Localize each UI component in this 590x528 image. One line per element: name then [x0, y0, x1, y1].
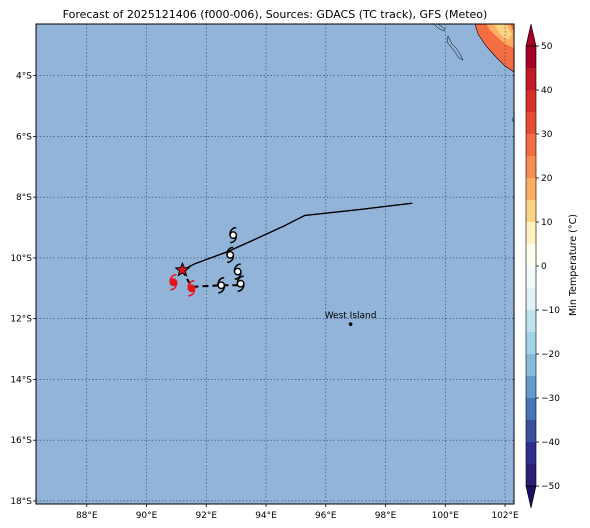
lat-tick-label: 16°S: [10, 436, 32, 446]
lon-tick-label: 94°E: [255, 511, 277, 521]
colorbar-tick-label: 50: [541, 42, 553, 52]
lat-tick-label: 18°S: [10, 497, 32, 507]
sumatra-coastline: [474, 24, 514, 73]
cyclone-icon: [226, 246, 235, 264]
colorbar: 50 40 30 20 10 0 −10 −20 −30 −40 −50 Min Temperatu…: [525, 23, 579, 509]
colorbar-band: [526, 90, 536, 113]
colorbar-extend-bottom: [525, 485, 537, 509]
colorbar-extend-top: [525, 23, 537, 47]
lon-tick-label: 88°E: [76, 511, 98, 521]
lat-tick-label: 8°S: [16, 193, 32, 203]
cyclone-icon: [229, 226, 238, 244]
colorbar-tick-label: 40: [541, 86, 553, 96]
cyclone-icon: [187, 280, 196, 297]
observed-track: [182, 202, 413, 271]
colorbar-band: [526, 46, 536, 69]
island-outline-3: [511, 116, 514, 124]
colorbar-tick-label: 10: [541, 218, 553, 228]
storm-symbols: [169, 226, 245, 297]
colorbar-band: [526, 200, 536, 223]
graticule: [36, 24, 514, 504]
figure-title: Forecast of 2025121406 (f000-006), Sourc…: [63, 8, 488, 21]
colorbar-tick-label: 20: [541, 174, 553, 184]
colorbar-band: [526, 68, 536, 91]
sumatra-land-mild: [494, 24, 512, 40]
colorbar-tick-label: −50: [541, 482, 560, 492]
colorbar-tick-label: −20: [541, 350, 560, 360]
lon-tick-label: 92°E: [195, 511, 217, 521]
lon-tick-label: 98°E: [375, 511, 397, 521]
current-position-star-icon: [174, 261, 191, 277]
cyclone-icon: [217, 277, 226, 294]
colorbar-band: [526, 376, 536, 399]
place-marker: [348, 322, 353, 326]
lat-tick-label: 6°S: [16, 132, 32, 142]
colorbar-band: [526, 332, 536, 355]
cyclone-icon: [233, 263, 242, 280]
lon-tick-label: 90°E: [136, 511, 158, 521]
colorbar-tick-label: −40: [541, 438, 560, 448]
forecast-track: [181, 269, 243, 288]
colorbar-tick-label: −10: [541, 306, 560, 316]
colorbar-tick-label: 30: [541, 130, 553, 140]
colorbar-band: [526, 398, 536, 421]
lat-tick-label: 14°S: [10, 375, 32, 385]
lat-tick-label: 10°S: [10, 254, 32, 264]
colorbar-band: [526, 310, 536, 333]
colorbar-tick-label: −30: [541, 394, 560, 404]
lon-tick-label: 96°E: [315, 511, 337, 521]
colorbar-band: [526, 420, 536, 443]
place-label: West Island: [325, 311, 377, 321]
lat-tick-label: 12°S: [10, 315, 32, 325]
colorbar-band: [526, 442, 536, 465]
colorbar-band: [526, 222, 536, 245]
cyclone-icon: [236, 275, 245, 292]
ocean-background: [36, 24, 514, 504]
colorbar-label: Min Temperature (°C): [568, 214, 579, 316]
colorbar-band: [526, 134, 536, 157]
cyclone-icon: [169, 273, 178, 291]
map-panel: West Island 88°E 90°E 92°E 94°E 96°E 98°E 100°…: [10, 23, 519, 521]
colorbar-band: [526, 288, 536, 311]
colorbar-band: [526, 244, 536, 267]
colorbar-tick-label: 0: [541, 262, 547, 272]
colorbar-band: [526, 112, 536, 135]
lat-tick-label: 4°S: [16, 72, 32, 82]
colorbar-band: [526, 156, 536, 179]
colorbar-band: [526, 178, 536, 201]
latitude-ticks: 4°S 6°S 8°S 10°S 12°S 14°S 16°S 18°S: [10, 72, 36, 507]
place-markers: West Island: [325, 311, 377, 326]
map-frame: [35, 23, 515, 505]
longitude-ticks: 88°E 90°E 92°E 94°E 96°E 98°E 100°E 102°E: [76, 504, 519, 521]
colorbar-band: [526, 354, 536, 377]
colorbar-band: [526, 464, 536, 487]
island-outline-2: [446, 35, 464, 61]
cyclone-tracks: [181, 202, 413, 288]
colorbar-band: [526, 266, 536, 289]
lon-tick-label: 100°E: [432, 511, 460, 521]
island-outline: [433, 24, 446, 32]
lon-tick-label: 102°E: [491, 511, 519, 521]
